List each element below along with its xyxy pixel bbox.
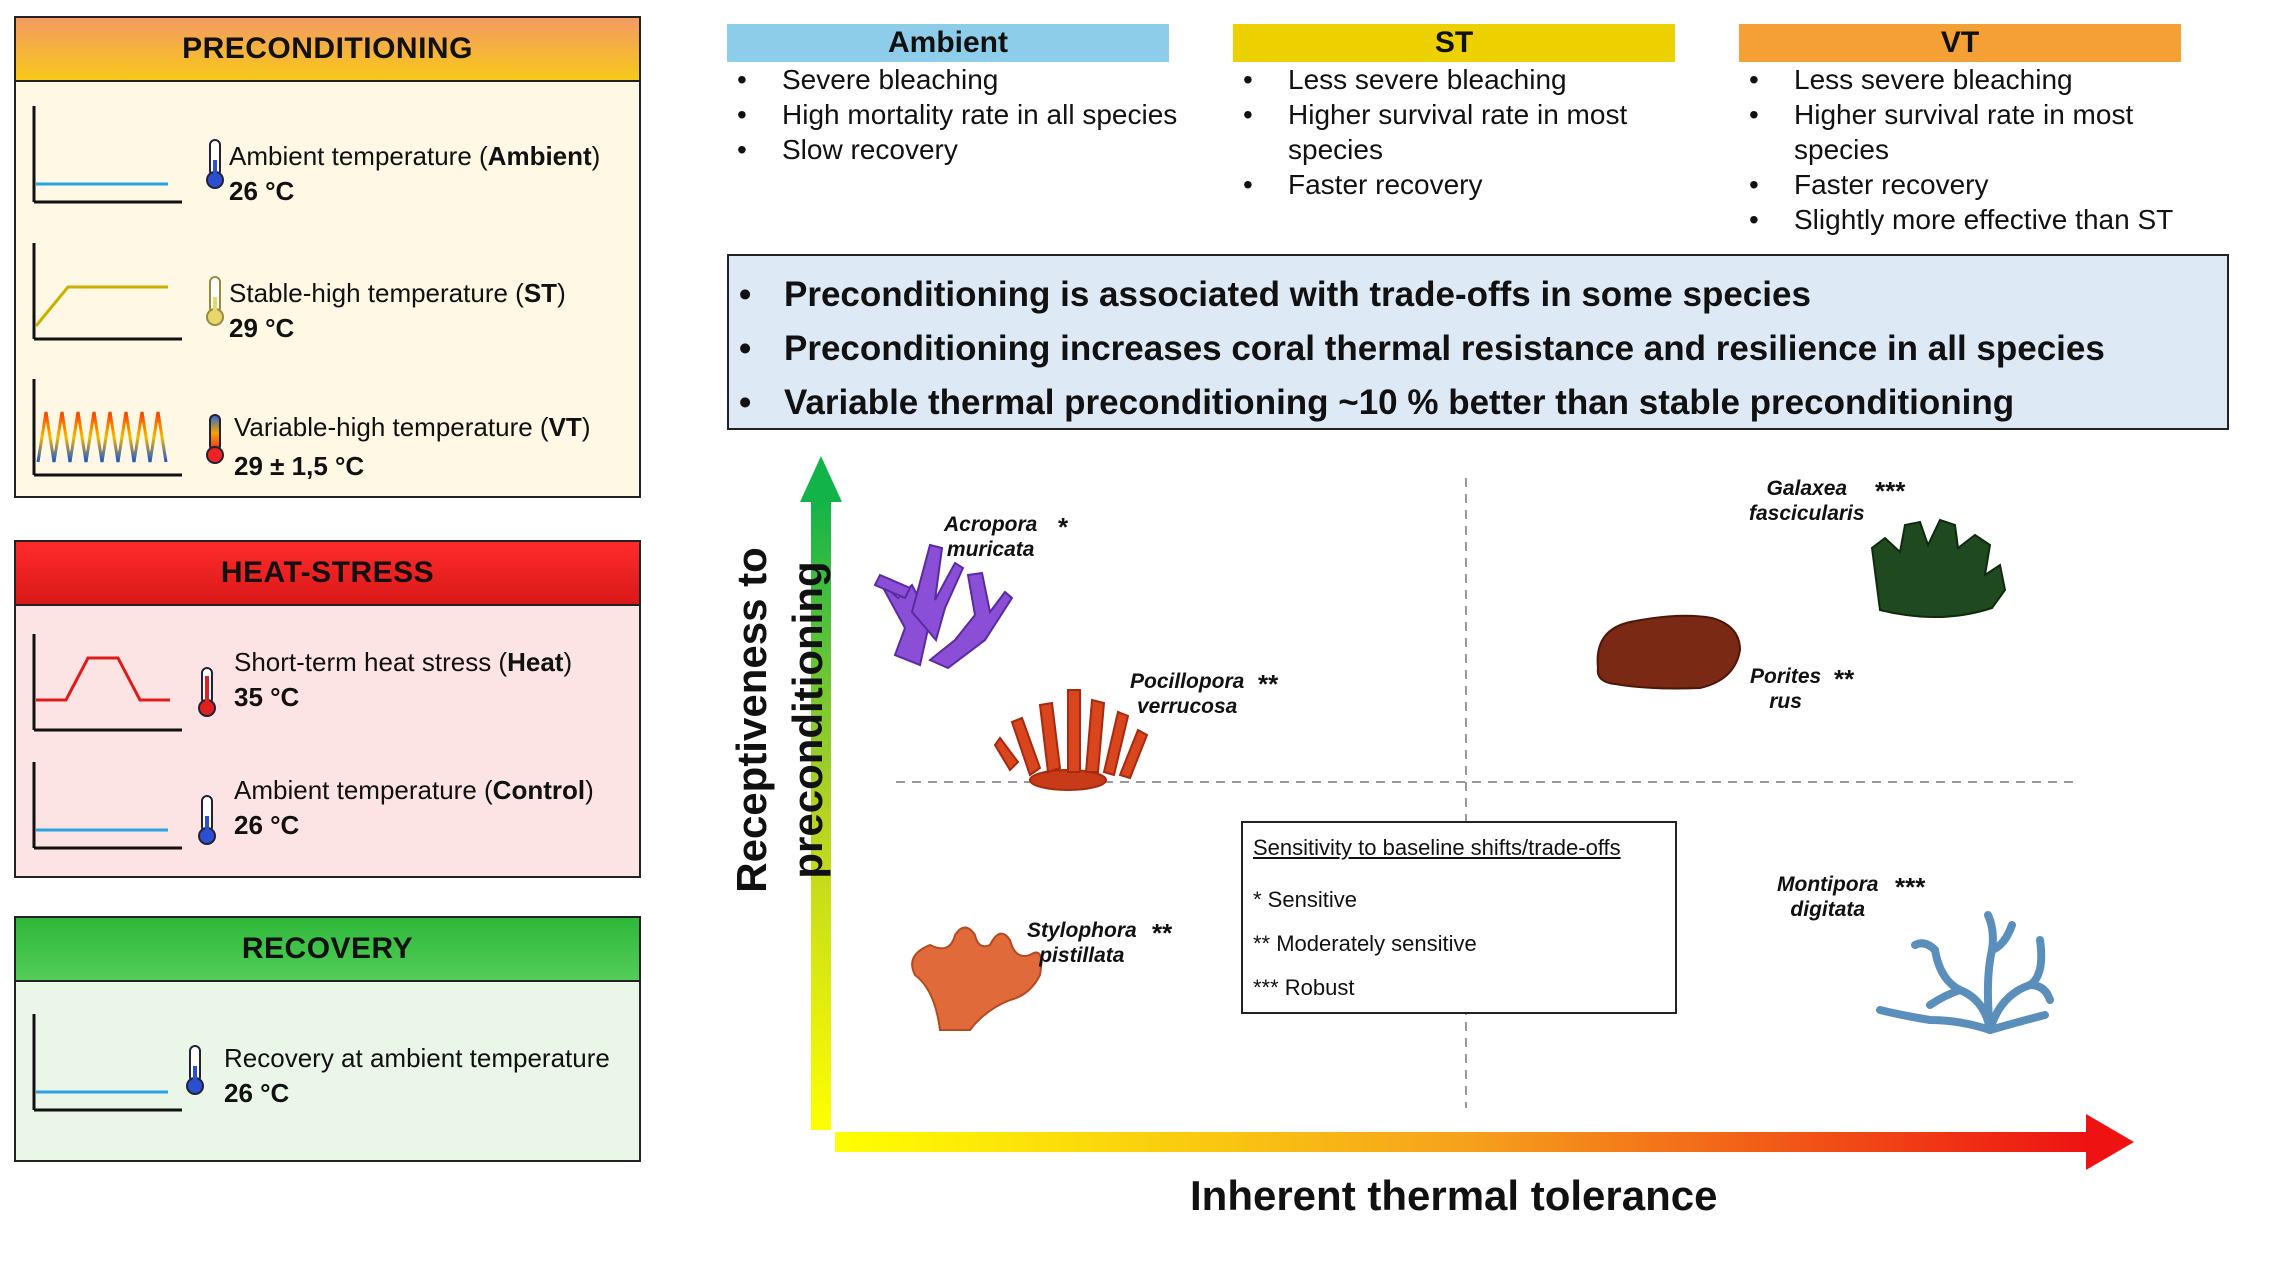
treatment-header-ambient: Ambient: [727, 24, 1169, 62]
list-item: Slow recovery: [727, 132, 1182, 167]
preconditioning-title: PRECONDITIONING: [16, 18, 639, 82]
legend-item: *** Robust: [1253, 975, 1355, 1000]
st-label: Stable-high temperature (ST): [229, 278, 566, 308]
sensitivity-stars: *: [1058, 512, 1069, 542]
x-axis-label: Inherent thermal tolerance: [1190, 1172, 1718, 1219]
legend-item: * Sensitive: [1253, 887, 1357, 912]
treatment-points-ambient: Severe bleaching High mortality rate in …: [727, 62, 1182, 167]
x-axis-bar: [835, 1132, 2090, 1152]
control-temperature-graph: [32, 762, 182, 850]
recovery-label: Recovery at ambient temperature: [224, 1043, 610, 1073]
ambient-value: 26 °C: [229, 176, 295, 206]
list-item: Faster recovery: [1233, 167, 1688, 202]
species-label-montipora: Montipora digitata: [1777, 873, 1879, 921]
legend-title: Sensitivity to baseline shifts/trade-off…: [1253, 835, 1621, 860]
thermometer-blue-icon: [206, 139, 224, 189]
y-axis-label: Receptiveness to preconditioning: [728, 547, 831, 893]
up-arrow-icon: [800, 456, 842, 502]
control-label: Ambient temperature (Control): [234, 775, 594, 805]
pocillopora-coral-icon: [993, 689, 1149, 791]
list-item: Less severe bleaching: [1233, 62, 1688, 97]
sensitivity-stars: **: [1258, 669, 1279, 699]
condition-st: Stable-high temperature (ST) 29 °C: [16, 235, 639, 355]
acropora-coral-icon: [873, 543, 1014, 670]
list-item: Higher survival rate in most species: [1233, 97, 1688, 167]
heat-value: 35 °C: [234, 682, 300, 712]
summary-item: Variable thermal preconditioning ~10 % b…: [729, 376, 2227, 430]
heat-stress-panel: HEAT-STRESS Short-term heat stress (Heat…: [14, 540, 641, 878]
thermometer-blue-icon: [198, 795, 216, 845]
list-item: Higher survival rate in most species: [1739, 97, 2194, 167]
treatment-header-vt: VT: [1739, 24, 2181, 62]
ambient-label: Ambient temperature (Ambient): [229, 141, 601, 171]
porites-coral-icon: [1596, 614, 1742, 690]
condition-vt: Variable-high temperature (VT) 29 ± 1,5 …: [16, 371, 639, 491]
summary-item: Preconditioning is associated with trade…: [729, 268, 2227, 322]
species-label-porites: Porites rus: [1750, 665, 1822, 713]
treatment-header-st: ST: [1233, 24, 1675, 62]
list-item: Severe bleaching: [727, 62, 1182, 97]
treatment-points-vt: Less severe bleaching Higher survival ra…: [1739, 62, 2194, 237]
y-axis-bar: [811, 500, 831, 1130]
recovery-temperature-graph: [32, 1014, 182, 1112]
vt-label: Variable-high temperature (VT): [234, 412, 591, 442]
stylophora-coral-icon: [911, 926, 1043, 1031]
species-label-galaxea: Galaxea fascicularis: [1749, 477, 1865, 525]
galaxea-coral-icon: [1870, 518, 2007, 619]
recovery-panel: RECOVERY Recovery at ambient temperature…: [14, 916, 641, 1162]
list-item: Slightly more effective than ST: [1739, 202, 2194, 237]
variable-high-temperature-graph: [32, 379, 182, 477]
control-value: 26 °C: [234, 810, 300, 840]
sensitivity-stars: ***: [1875, 476, 1906, 506]
heat-stress-title: HEAT-STRESS: [16, 542, 639, 606]
species-label-stylophora: Stylophora pistillata: [1027, 919, 1137, 967]
condition-ambient: Ambient temperature (Ambient) 26 °C: [16, 98, 639, 218]
sensitivity-stars: ***: [1895, 872, 1926, 902]
condition-control: Ambient temperature (Control) 26 °C: [16, 754, 639, 874]
preconditioning-panel: PRECONDITIONING Ambient temperature (Amb…: [14, 16, 641, 498]
list-item: Less severe bleaching: [1739, 62, 2194, 97]
thermometer-red-icon: [198, 667, 216, 717]
species-label-pocillopora: Pocillopora verrucosa: [1130, 670, 1245, 718]
thermometer-gradient-icon: [206, 414, 224, 464]
right-arrow-icon: [2086, 1114, 2134, 1170]
ambient-temperature-graph: [32, 106, 182, 204]
sensitivity-stars: **: [1152, 918, 1173, 948]
list-item: Faster recovery: [1739, 167, 2194, 202]
treatment-points-st: Less severe bleaching Higher survival ra…: [1233, 62, 1688, 202]
list-item: High mortality rate in all species: [727, 97, 1182, 132]
sensitivity-legend: Sensitivity to baseline shifts/trade-off…: [1241, 821, 1677, 1014]
stable-high-temperature-graph: [32, 243, 182, 341]
montipora-coral-icon: [1876, 911, 2054, 1034]
legend-item: ** Moderately sensitive: [1253, 931, 1477, 956]
vt-value: 29 ± 1,5 °C: [234, 451, 365, 481]
sensitivity-stars: **: [1834, 664, 1855, 694]
thermometer-yellow-icon: [206, 276, 224, 326]
heat-stress-graph: [32, 634, 182, 732]
heat-label: Short-term heat stress (Heat): [234, 647, 573, 677]
st-value: 29 °C: [229, 313, 295, 343]
condition-recovery: Recovery at ambient temperature 26 °C: [16, 1006, 639, 1126]
recovery-value: 26 °C: [224, 1078, 290, 1108]
summary-item: Preconditioning increases coral thermal …: [729, 322, 2227, 376]
thermometer-blue-icon: [186, 1045, 204, 1095]
summary-box: Preconditioning is associated with trade…: [727, 254, 2229, 430]
condition-heat: Short-term heat stress (Heat) 35 °C: [16, 626, 639, 746]
recovery-title: RECOVERY: [16, 918, 639, 982]
species-label-acropora: Acropora muricata: [944, 513, 1038, 561]
